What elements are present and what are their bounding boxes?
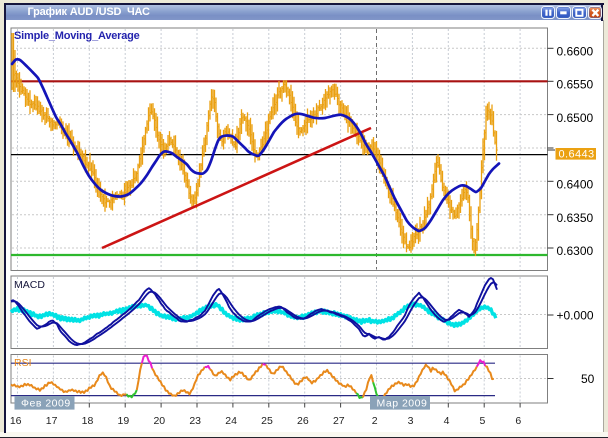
svg-text:6: 6 (515, 415, 521, 427)
svg-text:0.6500: 0.6500 (557, 111, 594, 125)
svg-text:50: 50 (581, 372, 595, 386)
svg-text:Мар 2009: Мар 2009 (377, 398, 428, 410)
svg-text:20: 20 (153, 415, 165, 427)
svg-text:0.6550: 0.6550 (557, 78, 594, 92)
svg-text:Simple_Moving_Average: Simple_Moving_Average (14, 30, 140, 42)
svg-text:5: 5 (479, 415, 485, 427)
svg-text:MACD: MACD (14, 279, 45, 291)
svg-text:23: 23 (189, 415, 201, 427)
svg-text:17: 17 (46, 415, 58, 427)
svg-text:27: 27 (333, 415, 345, 427)
svg-text:25: 25 (261, 415, 273, 427)
svg-text:0.6350: 0.6350 (557, 211, 594, 225)
svg-text:26: 26 (297, 415, 309, 427)
svg-text:Фев 2009: Фев 2009 (21, 398, 71, 410)
svg-text:+0.000: +0.000 (557, 309, 594, 323)
svg-text:0.6443: 0.6443 (559, 148, 595, 160)
svg-text:19: 19 (118, 415, 130, 427)
svg-text:16: 16 (10, 415, 22, 427)
svg-text:18: 18 (82, 415, 94, 427)
svg-text:0.6400: 0.6400 (557, 178, 594, 192)
svg-text:24: 24 (225, 415, 237, 427)
svg-text:4: 4 (444, 415, 450, 427)
svg-text:2: 2 (372, 415, 378, 427)
svg-text:RSI: RSI (14, 357, 32, 369)
svg-text:3: 3 (408, 415, 414, 427)
svg-text:0.6300: 0.6300 (557, 244, 594, 258)
svg-text:0.6600: 0.6600 (557, 45, 594, 59)
